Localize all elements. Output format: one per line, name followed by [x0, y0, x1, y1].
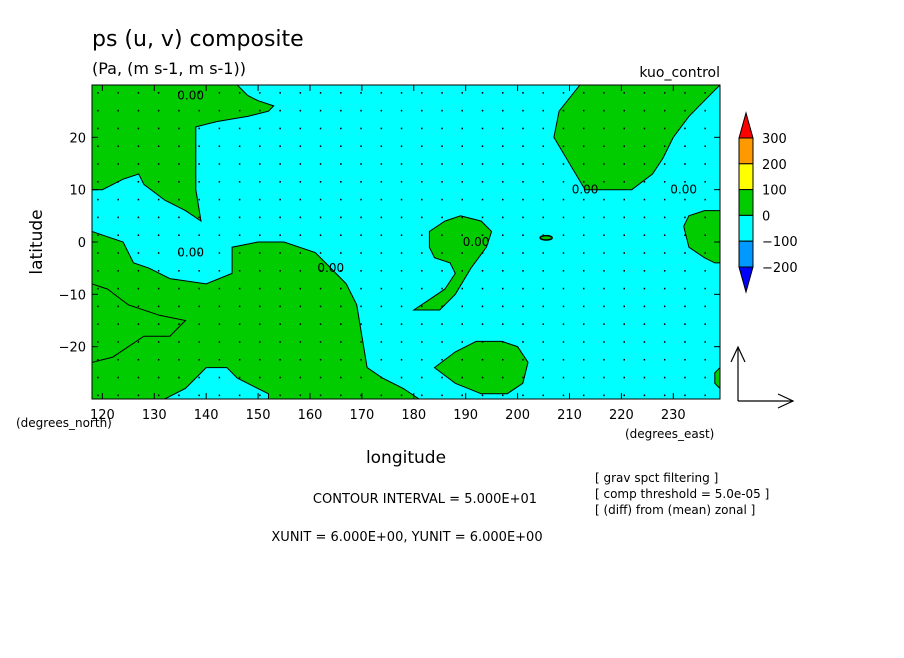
positive-region-3	[92, 230, 420, 399]
note-line-3: [ (diff) from (mean) zonal ]	[595, 503, 755, 517]
contour-label: 0.00	[670, 183, 697, 197]
contour-label: 0.00	[572, 183, 599, 197]
y-unit-label: (degrees_north)	[16, 416, 112, 430]
note-line-2: [ comp threshold = 5.0e-05 ]	[595, 487, 769, 501]
y-tick-label: 10	[69, 184, 86, 199]
colorbar: 300 200 100 0 −100 −200	[738, 111, 798, 294]
y-tick-label: 0	[78, 236, 86, 251]
positive-region-7	[683, 210, 720, 264]
colorbar-label: 100	[762, 184, 787, 199]
run-label: kuo_control	[639, 65, 720, 81]
colorbar-bottom-arrow	[738, 266, 754, 294]
colorbar-top-arrow	[738, 111, 754, 139]
plot-area: 0.00 0.00 0.00 0.00 0.00 0.00 120 130 140 150 160…	[59, 84, 721, 423]
x-tick-label: 180	[401, 408, 426, 423]
contour-label: 0.00	[317, 261, 344, 275]
x-tick-label: 170	[349, 408, 374, 423]
colorbar-box	[738, 163, 754, 191]
y-tick-label: −20	[59, 341, 86, 356]
note-line-1: [ grav spct filtering ]	[595, 471, 718, 485]
positive-region-6	[433, 340, 529, 395]
x-tick-label: 230	[661, 408, 686, 423]
x-tick-label: 120	[90, 408, 115, 423]
reference-vector	[730, 345, 795, 409]
y-tick-label: 20	[69, 131, 86, 146]
x-tick-label: 220	[609, 408, 634, 423]
x-tick-label: 210	[557, 408, 582, 423]
positive-region-5	[412, 215, 493, 311]
y-axis-label: latitude	[27, 209, 47, 274]
colorbar-label: −200	[762, 261, 798, 276]
positive-region-4	[553, 85, 720, 191]
x-axis-label: longitude	[366, 448, 446, 468]
colorbar-box	[738, 214, 754, 242]
x-tick-label: 150	[246, 408, 271, 423]
positive-region-2	[92, 85, 275, 223]
colorbar-box	[738, 240, 754, 268]
chart-subtitle: (Pa, (m s-1, m s-1))	[92, 59, 246, 78]
colorbar-label: 300	[762, 132, 787, 147]
colorbar-label: 200	[762, 158, 787, 173]
colorbar-label: −100	[762, 235, 798, 250]
contour-label: 0.00	[463, 235, 490, 249]
x-tick-label: 200	[505, 408, 530, 423]
contour-label: 0.00	[177, 88, 204, 102]
y-tick-label: −10	[59, 288, 86, 303]
positive-region-8	[714, 366, 720, 390]
vector-units-text: XUNIT = 6.000E+00, YUNIT = 6.000E+00	[271, 530, 542, 545]
x-tick-label: 160	[298, 408, 323, 423]
x-tick-label: 140	[194, 408, 219, 423]
contour-label: 0.00	[177, 245, 204, 259]
contour-interval-text: CONTOUR INTERVAL = 5.000E+01	[313, 492, 537, 507]
chart-title: ps (u, v) composite	[92, 27, 304, 52]
colorbar-box	[738, 189, 754, 216]
x-tick-label: 130	[142, 408, 167, 423]
colorbar-label: 0	[762, 209, 770, 224]
small-contour-loop	[539, 234, 553, 241]
x-tick-label: 190	[453, 408, 478, 423]
x-unit-label: (degrees_east)	[625, 427, 714, 441]
colorbar-box	[738, 137, 754, 165]
